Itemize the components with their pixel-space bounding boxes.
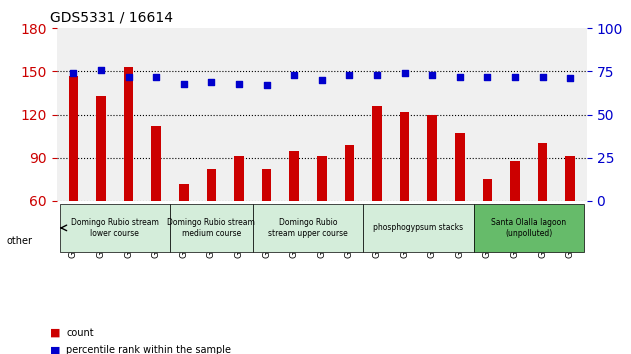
Bar: [262, 169, 271, 287]
Point: [427, 72, 437, 78]
Text: other: other: [6, 236, 32, 246]
Text: phosphogypsum stacks: phosphogypsum stacks: [374, 223, 464, 233]
Bar: [69, 76, 78, 287]
Point: [317, 77, 327, 83]
Bar: [345, 145, 354, 287]
Bar: [427, 115, 437, 287]
Bar: [124, 67, 133, 287]
FancyBboxPatch shape: [474, 204, 584, 252]
Text: Domingo Rubio stream
medium course: Domingo Rubio stream medium course: [167, 218, 256, 238]
Bar: [234, 156, 244, 287]
Point: [179, 81, 189, 86]
Point: [96, 67, 106, 73]
Point: [372, 72, 382, 78]
Bar: [96, 96, 106, 287]
Bar: [455, 133, 464, 287]
Point: [68, 70, 78, 76]
Point: [399, 70, 410, 76]
Point: [289, 72, 299, 78]
FancyBboxPatch shape: [253, 204, 363, 252]
Text: Domingo Rubio stream
lower course: Domingo Rubio stream lower course: [71, 218, 159, 238]
Point: [124, 74, 134, 80]
Text: Santa Olalla lagoon
(unpolluted): Santa Olalla lagoon (unpolluted): [492, 218, 567, 238]
Bar: [565, 156, 575, 287]
Bar: [510, 161, 520, 287]
Bar: [483, 179, 492, 287]
Bar: [206, 169, 216, 287]
Point: [455, 74, 465, 80]
Bar: [317, 156, 327, 287]
Point: [151, 74, 162, 80]
Bar: [179, 184, 189, 287]
Text: count: count: [66, 328, 94, 338]
FancyBboxPatch shape: [363, 204, 474, 252]
Bar: [400, 112, 410, 287]
Point: [206, 79, 216, 85]
Point: [234, 81, 244, 86]
Point: [262, 82, 272, 88]
Point: [483, 74, 493, 80]
Bar: [290, 150, 299, 287]
Bar: [151, 126, 161, 287]
Bar: [372, 106, 382, 287]
FancyBboxPatch shape: [170, 204, 253, 252]
FancyBboxPatch shape: [59, 204, 170, 252]
Point: [345, 72, 355, 78]
Point: [538, 74, 548, 80]
Text: ■: ■: [50, 346, 61, 354]
Text: ■: ■: [50, 328, 61, 338]
Text: Domingo Rubio
stream upper course: Domingo Rubio stream upper course: [268, 218, 348, 238]
Point: [510, 74, 520, 80]
Point: [565, 75, 575, 81]
Bar: [538, 143, 548, 287]
Text: GDS5331 / 16614: GDS5331 / 16614: [50, 11, 174, 25]
Text: percentile rank within the sample: percentile rank within the sample: [66, 346, 231, 354]
